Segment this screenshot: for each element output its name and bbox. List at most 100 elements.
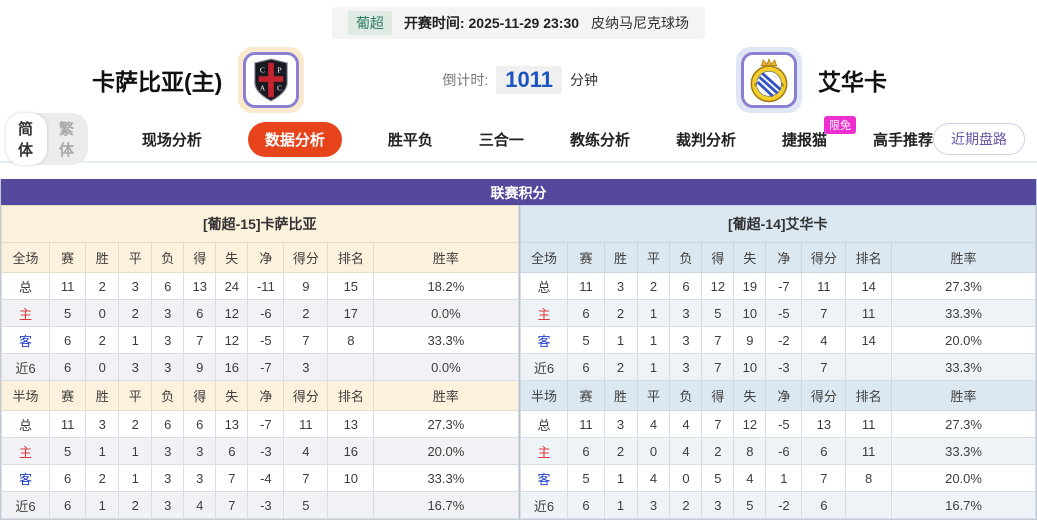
- kickoff-label: 开赛时间:: [403, 15, 465, 31]
- row-label: 总: [519, 410, 569, 438]
- stat-cell: [327, 353, 375, 381]
- countdown: 倒计时: 1011 分钟: [304, 66, 736, 94]
- stat-cell: 7: [701, 353, 735, 381]
- stat-cell: 6: [669, 272, 703, 300]
- table-row: 总 11 3 4 4 7 12 -5 13 11 27.3%: [519, 410, 1036, 438]
- home-team-header: [葡超-15]卡萨比亚: [1, 205, 519, 243]
- stat-cell: 6: [801, 437, 847, 465]
- kickoff-time: 开赛时间: 2025-11-29 23:30: [404, 13, 579, 33]
- row-label: 客: [519, 326, 569, 354]
- stat-cell: 3: [183, 464, 217, 492]
- column-header: 得: [183, 380, 217, 411]
- stat-cell: 6: [49, 464, 87, 492]
- stat-cell: 1: [118, 326, 153, 354]
- tab-expert-picks[interactable]: 高手推荐: [872, 131, 933, 149]
- stat-cell: -5: [765, 299, 803, 327]
- stat-cell: 6: [49, 353, 87, 381]
- stat-cell: 3: [669, 299, 703, 327]
- stat-cell: 13: [183, 272, 217, 300]
- stat-cell: [845, 353, 893, 381]
- column-header: 净: [765, 242, 803, 273]
- home-team-logo: C P A C: [238, 47, 305, 113]
- stat-cell: 2: [85, 464, 120, 492]
- lang-traditional-button[interactable]: 繁体: [58, 121, 74, 159]
- stat-cell: 13: [215, 410, 249, 438]
- tab-referee-analysis[interactable]: 裁判分析: [675, 131, 736, 149]
- column-header: 胜: [85, 380, 120, 411]
- stat-cell: 4: [183, 491, 217, 519]
- stat-cell: 2: [603, 437, 638, 465]
- stat-cell: 6: [215, 437, 249, 465]
- stat-cell: 5: [701, 464, 735, 492]
- column-header: 胜: [603, 242, 638, 273]
- table-row: 近6 6 1 3 2 3 5 -2 6 16.7%: [519, 491, 1036, 519]
- row-label: 客: [519, 464, 569, 492]
- stat-cell: 10: [733, 299, 767, 327]
- stat-cell: 27.3%: [891, 410, 1036, 438]
- tab-live-analysis[interactable]: 现场分析: [141, 131, 202, 149]
- stat-cell: 4: [283, 437, 329, 465]
- stat-cell: 11: [49, 272, 87, 300]
- tab-win-draw-lose[interactable]: 胜平负: [387, 131, 433, 149]
- stat-cell: -2: [765, 491, 803, 519]
- stat-cell: 6: [567, 437, 605, 465]
- stat-cell: 9: [733, 326, 767, 354]
- tab-three-in-one[interactable]: 三合一: [478, 131, 524, 149]
- home-team: 卡萨比亚(主) C P A C: [92, 47, 305, 113]
- stat-cell: 2: [85, 272, 120, 300]
- away-half-column-header-row: 半场赛胜平负得失净得分 排名 胜率: [519, 380, 1036, 411]
- row-label: 近6: [0, 353, 51, 381]
- stat-cell: 11: [567, 272, 605, 300]
- recent-odds-button[interactable]: 近期盘路: [933, 123, 1025, 155]
- standings-panels: [葡超-15]卡萨比亚 全场赛胜平负得失净得分 排名 胜率总 11 2 3 6 13 24 -11…: [0, 205, 1037, 519]
- stat-cell: 2: [603, 299, 638, 327]
- column-header: 失: [733, 242, 767, 273]
- column-header: 胜率: [373, 380, 519, 411]
- stat-cell: 11: [845, 437, 893, 465]
- stat-cell: 4: [733, 464, 767, 492]
- table-row: 主 6 2 1 3 5 10 -5 7 11 33.3%: [519, 299, 1036, 327]
- column-header: 得分: [801, 380, 847, 411]
- column-header: 净: [247, 380, 285, 411]
- stat-cell: -11: [247, 272, 285, 300]
- stat-cell: 2: [85, 326, 120, 354]
- row-label: 总: [0, 272, 51, 300]
- row-label: 主: [519, 437, 569, 465]
- stat-cell: 1: [603, 326, 638, 354]
- stat-cell: -2: [765, 326, 803, 354]
- tab-data-analysis[interactable]: 数据分析: [247, 121, 342, 157]
- column-header: 负: [151, 380, 185, 411]
- tab-jiebao-cat[interactable]: 捷报猫 限免: [782, 115, 856, 150]
- stat-cell: 3: [151, 299, 185, 327]
- stat-cell: 7: [701, 326, 735, 354]
- stat-cell: 2: [701, 437, 735, 465]
- stat-cell: 14: [845, 272, 893, 300]
- stat-cell: -7: [247, 353, 285, 381]
- stat-cell: 7: [801, 353, 847, 381]
- match-info-pill: 葡超 开赛时间: 2025-11-29 23:30 皮纳马尼克球场: [331, 7, 706, 39]
- stat-cell: 11: [49, 410, 87, 438]
- stat-cell: 2: [283, 299, 329, 327]
- away-team-logo: F A: [736, 47, 802, 113]
- stat-cell: 2: [118, 491, 153, 519]
- stat-cell: 3: [151, 491, 185, 519]
- column-header: 排名: [845, 380, 893, 411]
- stat-cell: 16.7%: [891, 491, 1036, 519]
- stat-cell: 3: [151, 326, 185, 354]
- stat-cell: 1: [603, 464, 638, 492]
- stat-cell: 11: [845, 299, 893, 327]
- row-label: 主: [0, 437, 51, 465]
- column-header: 平: [636, 242, 671, 273]
- league-standings-section: 联赛积分 [葡超-15]卡萨比亚 全场赛胜平负得失净得分 排名 胜率总 11 2 3 6 13…: [0, 179, 1037, 520]
- stat-cell: 24: [215, 272, 249, 300]
- stat-cell: 2: [669, 491, 703, 519]
- standings-away-panel: [葡超-14]艾华卡 全场赛胜平负得失净得分 排名 胜率总 11 3 2 6 12 19 -7 11…: [518, 205, 1037, 519]
- stat-cell: 1: [636, 353, 671, 381]
- tab-coach-analysis[interactable]: 教练分析: [569, 131, 630, 149]
- stat-cell: 5: [701, 299, 735, 327]
- column-header: 赛: [49, 242, 87, 273]
- stat-cell: -3: [765, 353, 803, 381]
- lang-simplified-button[interactable]: 简体: [6, 113, 47, 165]
- kickoff-value: 2025-11-29 23:30: [468, 15, 580, 31]
- stat-cell: 0.0%: [373, 299, 519, 327]
